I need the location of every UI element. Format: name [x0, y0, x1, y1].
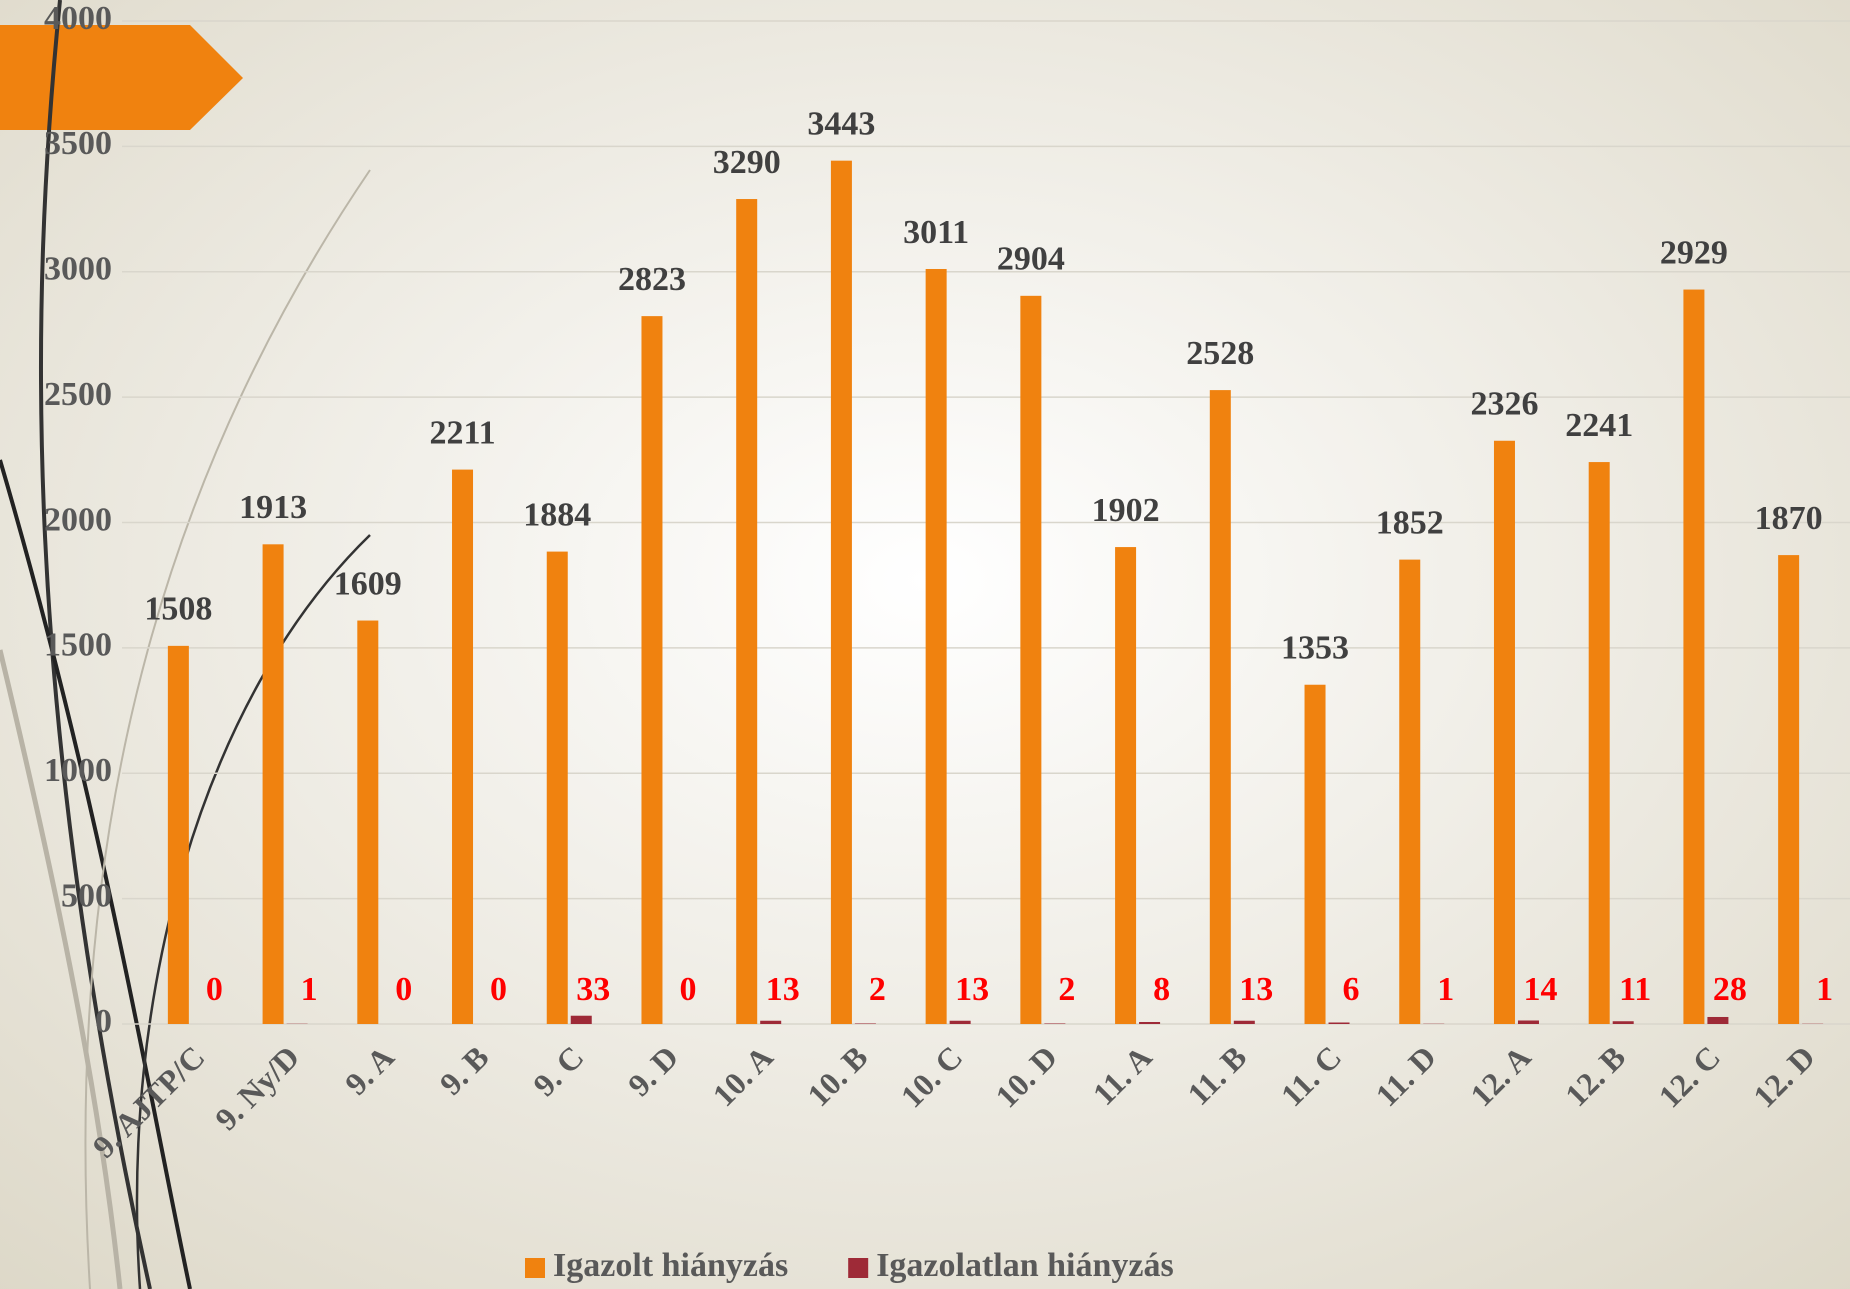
bar [1234, 1021, 1255, 1024]
y-tick-label: 1500 [44, 627, 112, 664]
value-label: 3011 [903, 214, 969, 251]
value-label: 3443 [807, 105, 875, 142]
value-label: 13 [1239, 971, 1273, 1008]
bar [452, 470, 473, 1024]
y-tick-label: 3000 [44, 251, 112, 288]
bar [547, 552, 568, 1024]
value-label: 1870 [1755, 500, 1823, 537]
value-label: 11 [1619, 971, 1651, 1008]
bar [831, 161, 852, 1024]
value-label: 1 [301, 971, 318, 1008]
value-label: 1913 [239, 489, 307, 526]
value-label: 2241 [1565, 407, 1633, 444]
value-label: 8 [1153, 971, 1170, 1008]
value-label: 2528 [1186, 335, 1254, 372]
y-tick-label: 0 [95, 1003, 112, 1040]
y-tick-label: 1000 [44, 752, 112, 789]
bar [736, 199, 757, 1024]
value-label: 0 [490, 971, 507, 1008]
value-label: 1 [1816, 971, 1833, 1008]
legend-label: Igazolatlan hiányzás [876, 1247, 1174, 1284]
bar [1778, 555, 1799, 1024]
value-label: 0 [395, 971, 412, 1008]
bar [926, 269, 947, 1024]
value-label: 3290 [713, 144, 781, 181]
value-label: 2211 [429, 414, 495, 451]
bar [1399, 560, 1420, 1024]
y-tick-label: 4000 [44, 0, 112, 37]
bar [760, 1021, 781, 1024]
bar [1494, 441, 1515, 1024]
value-label: 1884 [523, 496, 591, 533]
bar [1589, 462, 1610, 1024]
value-label: 1353 [1281, 630, 1349, 667]
value-label: 2 [1058, 971, 1075, 1008]
value-label: 1852 [1376, 504, 1444, 541]
value-label: 2326 [1470, 386, 1538, 423]
value-label: 1508 [144, 591, 212, 628]
bar [1044, 1023, 1065, 1024]
value-label: 1902 [1092, 492, 1160, 529]
value-label: 2904 [997, 241, 1065, 278]
value-label: 1 [1437, 971, 1454, 1008]
value-label: 28 [1713, 971, 1747, 1008]
bar [1139, 1022, 1160, 1024]
chart: 05001000150020002500300035004000150809. … [0, 0, 1850, 1289]
value-label: 2 [869, 971, 886, 1008]
page: 05001000150020002500300035004000150809. … [0, 0, 1850, 1289]
y-tick-label: 2500 [44, 376, 112, 413]
bar [1518, 1020, 1539, 1024]
y-tick-label: 500 [61, 877, 112, 914]
y-tick-label: 3500 [44, 125, 112, 162]
bar [263, 544, 284, 1024]
value-label: 0 [679, 971, 696, 1008]
bar [168, 646, 189, 1024]
bar [1020, 296, 1041, 1024]
bar [1210, 390, 1231, 1024]
bar [571, 1016, 592, 1024]
value-label: 0 [206, 971, 223, 1008]
value-label: 13 [766, 971, 800, 1008]
bar [1707, 1017, 1728, 1024]
value-label: 33 [576, 971, 610, 1008]
legend-label: Igazolt hiányzás [553, 1247, 788, 1284]
bar [641, 316, 662, 1024]
bar [1329, 1022, 1350, 1024]
bar [357, 621, 378, 1024]
y-tick-label: 2000 [44, 501, 112, 538]
value-label: 2823 [618, 261, 686, 298]
legend-swatch [525, 1258, 545, 1278]
bar [950, 1021, 971, 1024]
bar [855, 1023, 876, 1024]
value-label: 6 [1343, 971, 1360, 1008]
bar [1613, 1021, 1634, 1024]
value-label: 2929 [1660, 234, 1728, 271]
value-label: 1609 [334, 565, 402, 602]
value-label: 13 [955, 971, 989, 1008]
value-label: 14 [1523, 971, 1557, 1008]
bar [1683, 290, 1704, 1024]
bar [1115, 547, 1136, 1024]
legend-swatch [848, 1258, 868, 1278]
bar [1305, 685, 1326, 1024]
